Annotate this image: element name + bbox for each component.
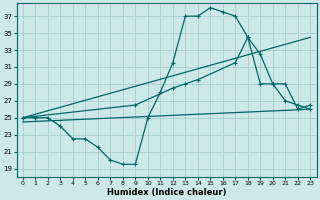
- X-axis label: Humidex (Indice chaleur): Humidex (Indice chaleur): [107, 188, 226, 197]
